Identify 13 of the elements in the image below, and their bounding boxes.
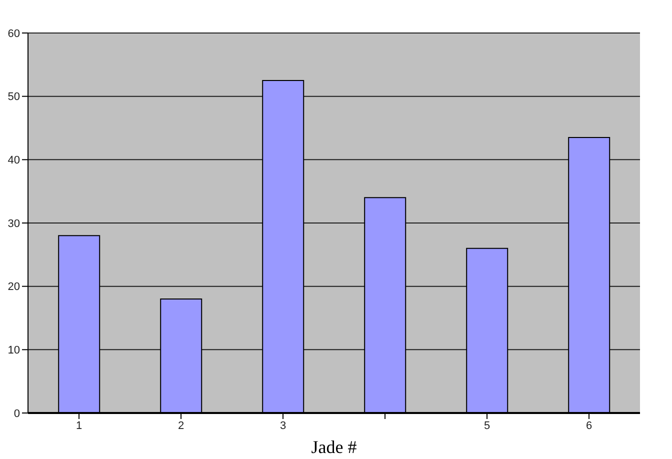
- x-axis-title: Jade #: [311, 437, 357, 457]
- y-tick-label: 20: [8, 281, 20, 294]
- y-tick-label: 30: [8, 218, 20, 230]
- x-tick-label: 2: [178, 420, 184, 432]
- x-tick-label: 1: [76, 420, 82, 432]
- y-tick-label: 0: [14, 408, 20, 420]
- x-tick-label: 3: [280, 420, 286, 432]
- y-tick-label: 40: [8, 154, 20, 167]
- x-tick-label: 5: [484, 420, 490, 432]
- y-tick-label: 50: [8, 91, 20, 104]
- y-tick-label: 10: [8, 344, 20, 357]
- y-tick-label: 60: [8, 28, 20, 40]
- x-tick-label: 6: [586, 420, 592, 432]
